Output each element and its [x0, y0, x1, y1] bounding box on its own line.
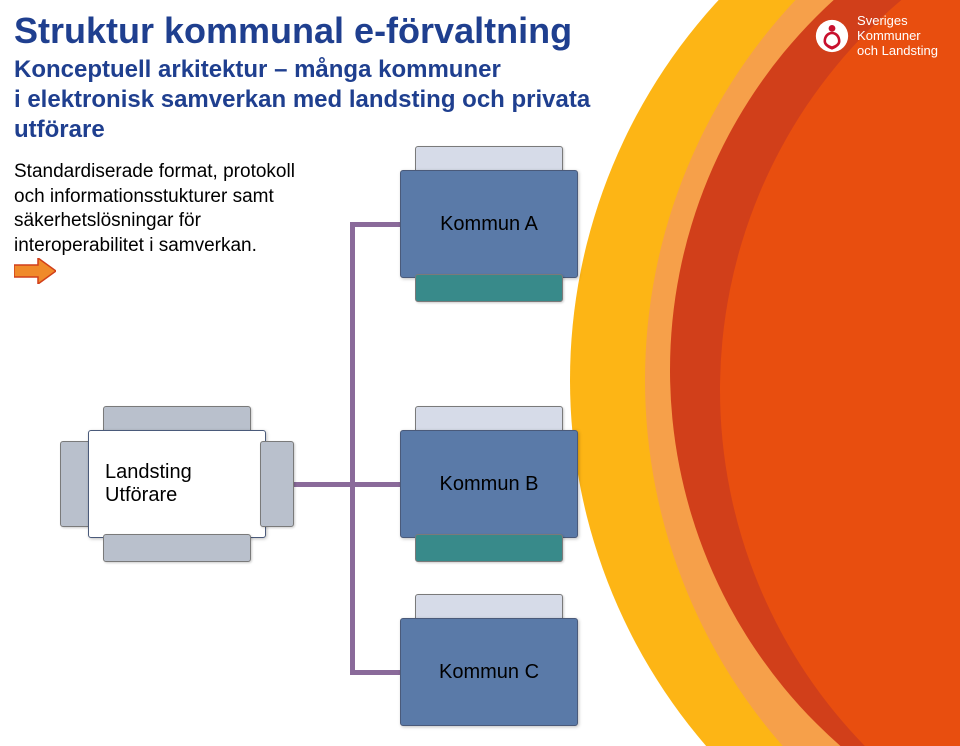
connector-to-kommun-a [350, 222, 400, 227]
diagram: Kommun A Kommun B Kommun C Landsting Utf… [0, 0, 960, 746]
connector-vertical-main [350, 225, 355, 670]
kommun-a-box: Kommun A [400, 170, 578, 278]
kommun-a-bottom-bar [415, 274, 563, 302]
connector-to-kommun-b [350, 482, 400, 487]
kommun-a-label: Kommun A [440, 213, 538, 236]
landsting-right-bar [260, 441, 294, 527]
arrow-path [14, 258, 56, 284]
landsting-label-2: Utförare [105, 484, 265, 507]
landsting-box: Landsting Utförare [88, 430, 266, 538]
kommun-c-label: Kommun C [439, 661, 539, 684]
arrow-icon [14, 258, 56, 284]
kommun-b-bottom-bar [415, 534, 563, 562]
landsting-label-1: Landsting [105, 461, 265, 484]
kommun-c-box: Kommun C [400, 618, 578, 726]
landsting-bottom-bar [103, 534, 251, 562]
connector-to-kommun-c [350, 670, 400, 675]
kommun-b-box: Kommun B [400, 430, 578, 538]
kommun-b-label: Kommun B [440, 473, 539, 496]
connector-to-landsting [294, 482, 355, 487]
